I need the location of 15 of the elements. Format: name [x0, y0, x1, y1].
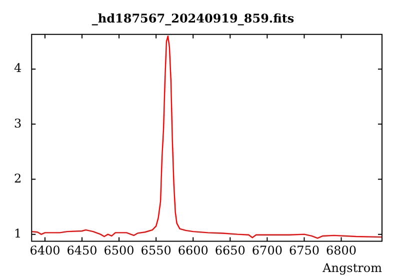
chart-title: _hd187567_20240919_859.fits	[92, 11, 294, 26]
x-tick-label: 6750	[288, 244, 320, 258]
y-tick-label: 2	[14, 171, 22, 186]
x-tick-label: 6500	[104, 244, 134, 258]
y-tick-label: 3	[14, 116, 22, 130]
x-tick-label: 6800	[326, 244, 357, 258]
x-tick-label: 6700	[252, 244, 282, 258]
y-tick-label: 1	[14, 226, 22, 240]
x-tick-label: 6550	[140, 244, 172, 258]
x-tick-label: 6450	[66, 244, 98, 258]
x-tick-label: 6400	[30, 244, 60, 258]
x-axis-title: Angstrom	[322, 260, 383, 275]
y-tick-label: 4	[14, 61, 22, 76]
x-tick-label: 6600	[178, 244, 208, 258]
x-tick-label: 6650	[214, 244, 246, 258]
